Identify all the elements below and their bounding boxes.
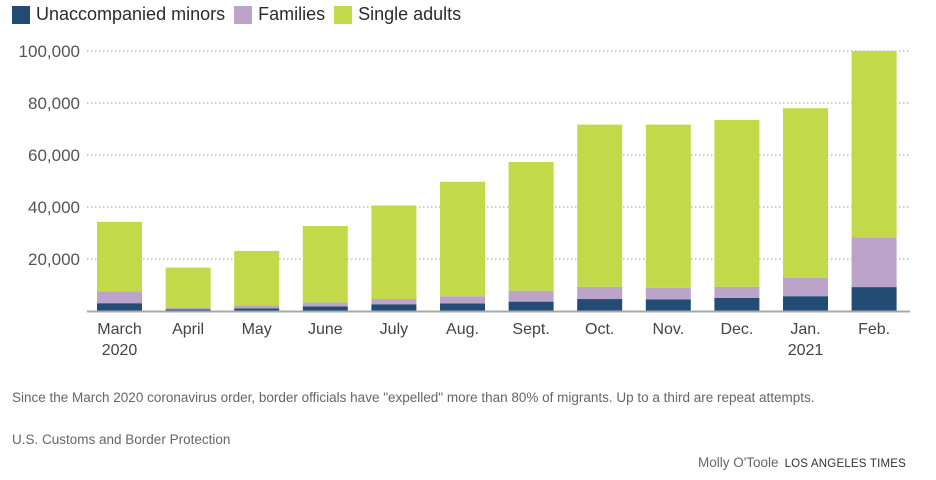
bar-segment-single-adults: [645, 124, 691, 288]
bar-segment-families: [714, 286, 760, 298]
x-tick-label: Aug.: [446, 321, 479, 338]
bar-segment-unaccompanied-minors: [577, 299, 623, 311]
legend-item-unaccompanied-minors: Unaccompanied minors: [12, 4, 225, 25]
x-tick-label: May: [242, 321, 272, 338]
bar-segment-families: [851, 237, 897, 288]
legend-label: Families: [258, 4, 326, 24]
y-tick-label: 60,000: [28, 146, 80, 165]
legend-swatch-minors: [12, 5, 30, 24]
bar-segment-single-adults: [165, 267, 211, 308]
x-tick-label: Jan.: [790, 321, 820, 338]
bar-segment-unaccompanied-minors: [645, 299, 691, 311]
bar-segment-single-adults: [440, 181, 485, 297]
credit-line: Molly O'Toole LOS ANGELES TIMES: [698, 455, 906, 470]
x-tick-label: Sept.: [512, 321, 549, 338]
legend-item-families: Families: [234, 4, 325, 25]
bar-segment-single-adults: [97, 221, 142, 292]
x-tick-label: July: [380, 321, 408, 338]
stacked-bar-chart: 20,000 40,000 60,000 80,000 100,000 March 2020…: [19, 42, 910, 359]
bar-segment-single-adults: [577, 124, 623, 287]
x-tick-label: Nov.: [652, 321, 684, 338]
x-tick-label: Oct.: [585, 321, 614, 338]
bar-segment-families: [577, 286, 623, 300]
y-tick-label: 20,000: [28, 250, 80, 269]
bar-segment-single-adults: [371, 205, 417, 300]
bar-segment-unaccompanied-minors: [97, 303, 142, 311]
author-credit: Molly O'Toole: [697, 455, 779, 470]
x-tick-label: June: [308, 321, 343, 338]
x-tick-label: Dec.: [720, 321, 753, 338]
bar-segment-single-adults: [851, 51, 897, 238]
bar-segment-single-adults: [508, 162, 554, 291]
legend-label: Unaccompanied minors: [36, 4, 226, 24]
bar-segment-unaccompanied-minors: [371, 304, 417, 311]
y-tick-label: 100,000: [19, 42, 80, 61]
bar-segment-single-adults: [302, 225, 348, 303]
x-tick-label: April: [172, 321, 204, 338]
bar-segment-unaccompanied-minors: [440, 303, 485, 311]
y-tick-label: 80,000: [28, 94, 80, 113]
x-tick-label: 2021: [788, 342, 824, 359]
bar-segment-families: [783, 277, 828, 297]
bar-segment-unaccompanied-minors: [302, 306, 348, 311]
bar-segment-families: [508, 290, 554, 302]
legend-item-single-adults: Single adults: [334, 4, 461, 25]
bar-segment-unaccompanied-minors: [714, 298, 760, 311]
bar-segment-single-adults: [234, 250, 280, 306]
bar-segment-single-adults: [783, 108, 828, 278]
x-tick-label: 2020: [102, 342, 138, 359]
organization-credit: LOS ANGELES TIMES: [784, 458, 906, 470]
bar-segment-families: [371, 299, 417, 305]
chart-note: Since the March 2020 coronavirus order, …: [12, 390, 815, 405]
x-tick-label: Feb.: [858, 321, 890, 338]
y-tick-label: 40,000: [28, 198, 80, 217]
bar-segment-unaccompanied-minors: [165, 309, 211, 311]
chart-legend: Unaccompanied minors Families Single adu…: [12, 4, 470, 25]
bar-segment-unaccompanied-minors: [234, 308, 280, 311]
bar-segment-unaccompanied-minors: [851, 287, 897, 311]
bar-segment-families: [645, 287, 691, 300]
chart-source: U.S. Customs and Border Protection: [12, 432, 231, 447]
bar-segment-unaccompanied-minors: [508, 301, 554, 311]
x-tick-label: March: [97, 321, 141, 338]
bar-segment-families: [440, 296, 485, 304]
bar-segment-unaccompanied-minors: [783, 296, 828, 311]
legend-swatch-single-adults: [334, 5, 353, 24]
bar-segment-families: [302, 302, 348, 307]
bar-segment-families: [165, 307, 211, 310]
bar-segment-single-adults: [714, 119, 760, 287]
bar-segment-families: [97, 291, 142, 304]
legend-label: Single adults: [358, 4, 462, 24]
legend-swatch-families: [234, 5, 253, 24]
bar-segment-families: [234, 305, 280, 309]
